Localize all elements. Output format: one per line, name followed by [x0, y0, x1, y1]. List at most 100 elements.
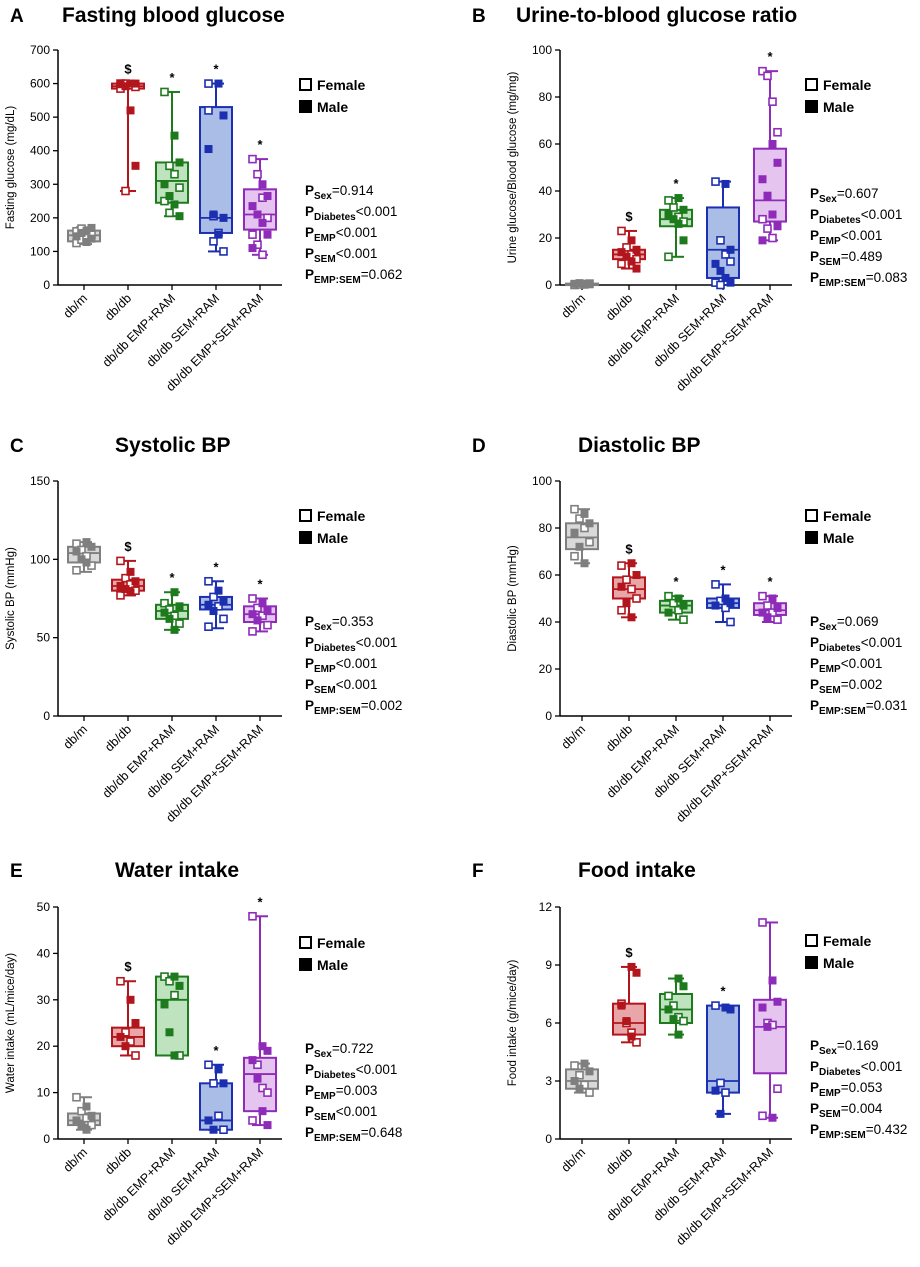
male-point [219, 597, 228, 606]
male-point [214, 230, 223, 239]
male-point [627, 613, 636, 622]
female-point [726, 617, 735, 627]
female-point [204, 622, 213, 632]
p-value-emp: PEMP<0.001 [810, 656, 882, 675]
p-values: PSex=0.722 PDiabetes<0.001 PEMP=0.003 PSEM<… [305, 1041, 402, 1144]
panel-title: Urine-to-blood glucose ratio [516, 4, 797, 27]
male-point [721, 179, 730, 188]
female-point [160, 598, 169, 608]
female-point [669, 203, 678, 212]
male-point [170, 972, 179, 981]
male-point [253, 1074, 262, 1083]
legend-male-swatch [299, 531, 312, 544]
y-axis-label: Water intake (mL/mice/day) [5, 953, 17, 1093]
male-point [679, 601, 688, 610]
category-label: db/db EMP+SEM+RAM [673, 722, 776, 825]
category-label: db/m [61, 1145, 91, 1175]
female-point [664, 196, 673, 205]
p-value-emp: PEMP=0.003 [305, 1083, 377, 1102]
female-point [664, 991, 673, 1001]
female-point [209, 237, 218, 246]
male-point [627, 962, 636, 971]
y-tick-label: 12 [539, 900, 553, 914]
significance-marker: * [213, 62, 219, 77]
male-point [575, 1084, 584, 1093]
y-tick-label: 80 [539, 90, 553, 104]
p-value-sem: PSEM<0.001 [305, 246, 377, 265]
legend-male-swatch [805, 956, 818, 969]
male-point [773, 997, 782, 1006]
y-axis-label: Food intake (g/mice/day) [507, 960, 519, 1087]
male-point [632, 968, 641, 977]
y-tick-label: 20 [37, 1039, 51, 1053]
chart-panel-e: E Water intake 0 10 20 30 40 50 Water intake (mL… [5, 859, 402, 1248]
y-tick-label: 80 [539, 521, 553, 535]
panel-letter: D [472, 436, 486, 457]
male-point [575, 279, 584, 288]
female-point [170, 169, 179, 179]
female-point [585, 1088, 594, 1097]
box-group: db/m [61, 538, 101, 752]
male-point [214, 79, 223, 88]
significance-marker: * [257, 137, 263, 152]
significance-marker: $ [625, 541, 633, 556]
box-group: db/m [61, 223, 101, 321]
male-point [669, 215, 678, 224]
significance-marker: * [257, 894, 263, 909]
y-tick-label: 0 [545, 709, 552, 723]
box-group: db/db EMP+RAM* [100, 70, 189, 370]
male-point [116, 1032, 125, 1041]
panel-title: Systolic BP [115, 434, 231, 457]
legend-male-swatch [299, 958, 312, 971]
male-point [170, 131, 179, 140]
female-point [165, 208, 174, 218]
female-point [72, 539, 81, 548]
y-axis-label: Fasting glucose (mg/dL) [5, 106, 17, 230]
male-point [248, 202, 257, 211]
female-point [721, 1088, 730, 1097]
box-group: db/db $ [102, 539, 145, 754]
category-label: db/m [61, 291, 91, 321]
legend-male-swatch [805, 531, 818, 544]
male-point [258, 180, 267, 189]
p-value-diabetes: PDiabetes<0.001 [305, 635, 397, 654]
legend: Female Male [299, 508, 365, 546]
y-tick-label: 100 [532, 43, 552, 57]
male-point [72, 1116, 81, 1125]
male-point [622, 599, 631, 608]
female-point [773, 1084, 782, 1094]
female-point [664, 252, 673, 262]
panel-letter: F [472, 861, 484, 882]
p-value-diabetes: PDiabetes<0.001 [305, 1062, 397, 1081]
male-point [170, 1051, 179, 1060]
box-group: db/db $ [603, 209, 646, 323]
female-point [248, 594, 257, 603]
panel-letter: C [10, 436, 24, 457]
male-point [585, 1067, 594, 1076]
p-values: PSex=0.607 PDiabetes<0.001 PEMP<0.001 PSEM=… [810, 186, 907, 289]
male-point [664, 1005, 673, 1014]
p-value-emp: PEMP=0.053 [810, 1080, 882, 1099]
male-point [679, 205, 688, 214]
male-point [763, 191, 772, 200]
p-value-sex: PSex=0.353 [305, 614, 373, 633]
p-value-diabetes: PDiabetes<0.001 [305, 204, 397, 223]
female-point [116, 556, 125, 566]
significance-marker: $ [124, 62, 132, 77]
male-point [219, 213, 228, 222]
male-point [121, 1042, 130, 1051]
male-point [214, 1065, 223, 1074]
male-point [131, 79, 140, 88]
male-point [768, 594, 777, 603]
box-group: db/db SEM+RAM* [144, 62, 233, 370]
legend-male-label: Male [823, 99, 854, 115]
female-point [580, 523, 589, 533]
male-point [627, 559, 636, 568]
male-point [175, 158, 184, 167]
y-tick-label: 40 [37, 946, 51, 960]
y-tick-label: 40 [539, 615, 553, 629]
male-point [204, 145, 213, 154]
p-value-emp-sem: PEMP:SEM=0.083 [810, 270, 907, 289]
female-point [121, 1027, 130, 1037]
male-point [214, 586, 223, 595]
